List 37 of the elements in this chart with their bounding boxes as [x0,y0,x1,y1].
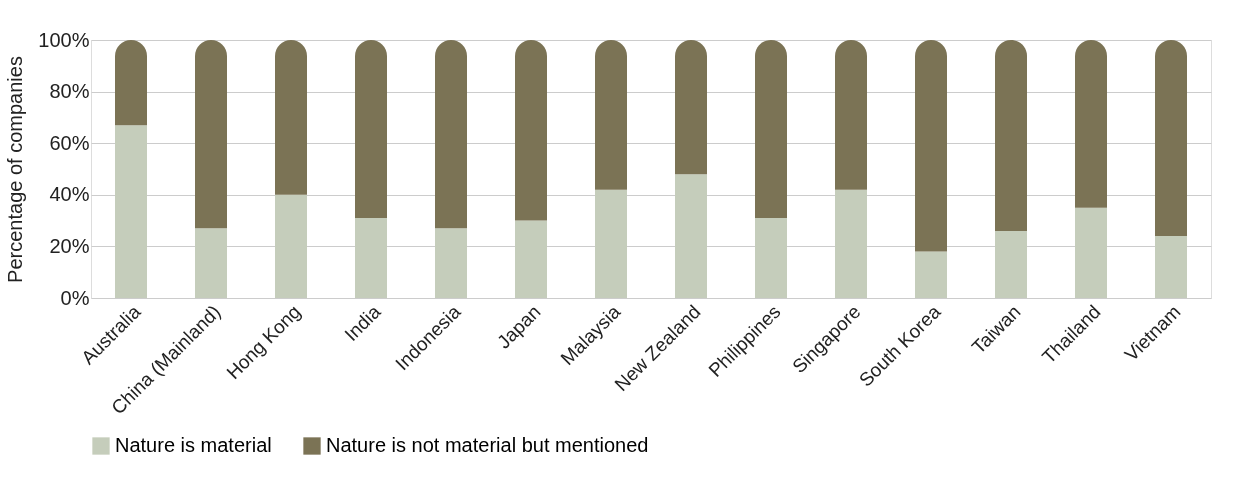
bar [275,194,307,298]
y-tick-label: 0% [60,286,90,309]
bar [595,189,627,298]
bar [755,218,787,298]
bar [1155,40,1187,237]
bar [515,40,547,221]
bar [195,228,227,298]
bar [995,40,1027,231]
bar [675,40,707,175]
bar [835,189,867,298]
bar [595,40,627,190]
bar [115,40,147,126]
bar [915,251,947,298]
bar [115,125,147,298]
bar [1155,236,1187,298]
y-tick-label: 100% [38,28,90,51]
bar [915,40,947,252]
bar [355,40,387,219]
bar [835,40,867,190]
y-tick-label: 20% [49,234,90,257]
bar [435,40,467,229]
bar [355,218,387,298]
y-tick-label: 80% [49,80,90,103]
bar [515,220,547,298]
y-tick-label: 40% [49,183,90,206]
bar [195,40,227,229]
bar [435,228,467,298]
legend-label: Nature is not material but mentioned [326,434,649,456]
y-tick-label: 60% [49,131,90,154]
legend-label: Nature is material [115,434,272,456]
y-axis-title: Percentage of companies [4,56,27,283]
bar [275,40,307,195]
bar [995,230,1027,298]
bar [755,40,787,219]
bar [675,174,707,298]
bar [1075,207,1107,298]
bar [1075,40,1107,208]
